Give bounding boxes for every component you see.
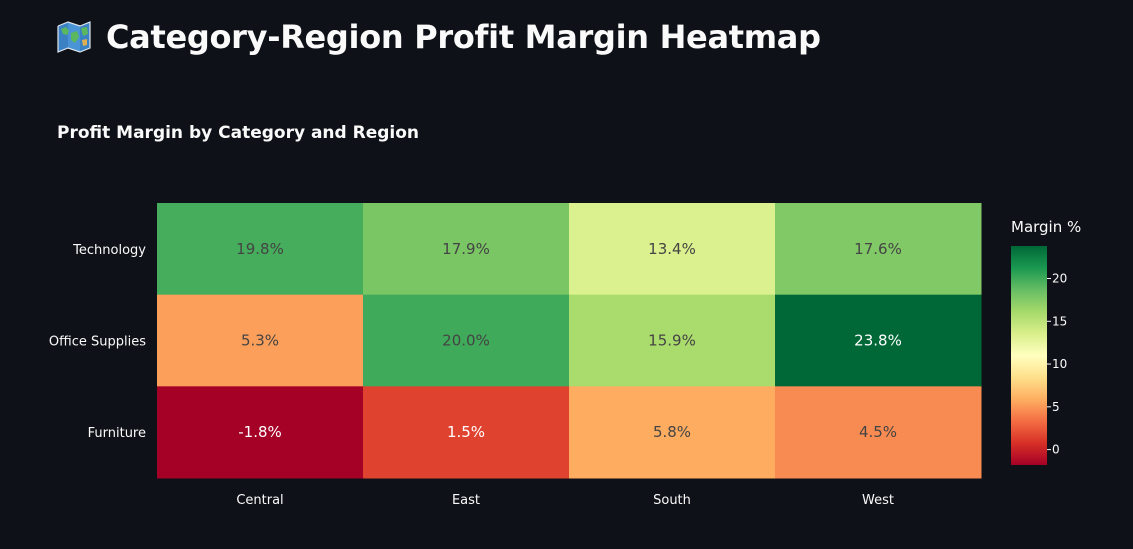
heatmap-cell[interactable] (157, 386, 364, 479)
colorbar-title: Margin % (1011, 218, 1081, 236)
colorbar-tick-label: 0 (1052, 443, 1060, 457)
heatmap-cell[interactable] (775, 386, 982, 479)
chart-title: Profit Margin by Category and Region (57, 123, 420, 143)
cell-label: 19.8% (236, 240, 284, 258)
y-axis-labels: Technology Office Supplies Furniture (49, 243, 146, 441)
x-tick-label: South (653, 493, 691, 508)
heatmap-cells: 19.8% 17.9% 13.4% 17.6% 5.3% 20.0% 15.9% 23.8% -… (157, 203, 982, 479)
cell-label: 15.9% (648, 332, 696, 350)
colorbar-gradient (1011, 246, 1047, 465)
cell-label: 5.8% (653, 423, 691, 441)
page-title: Category-Region Profit Margin Heatmap (106, 18, 821, 56)
y-tick-label: Office Supplies (49, 335, 146, 350)
x-axis-labels: Central East South West (236, 493, 894, 508)
colorbar-tick-label: 10 (1052, 357, 1067, 371)
heatmap-cell[interactable] (569, 203, 776, 296)
cell-label: 20.0% (442, 332, 490, 350)
heatmap-cell[interactable] (157, 294, 364, 387)
heatmap-cell[interactable] (775, 294, 982, 387)
cell-label: 4.5% (859, 423, 897, 441)
heatmap-cell[interactable] (363, 203, 570, 296)
cell-label: 17.6% (854, 240, 902, 258)
x-tick-label: East (452, 493, 480, 508)
cell-label: 1.5% (447, 423, 485, 441)
colorbar: Margin % 0 5 10 15 20 (1011, 218, 1081, 465)
heatmap-cell[interactable] (775, 203, 982, 296)
cell-label: 13.4% (648, 240, 696, 258)
y-tick-label: Technology (72, 243, 146, 258)
cell-label: 17.9% (442, 240, 490, 258)
x-tick-label: Central (236, 493, 283, 508)
x-tick-label: West (862, 493, 894, 508)
y-tick-label: Furniture (88, 426, 146, 441)
heatmap-cell[interactable] (363, 294, 570, 387)
colorbar-tick-label: 5 (1052, 400, 1060, 414)
heatmap-cell[interactable] (363, 386, 570, 479)
heatmap-cell[interactable] (569, 294, 776, 387)
cell-label: -1.8% (238, 423, 282, 441)
cell-label: 5.3% (241, 332, 279, 350)
world-map-icon (57, 21, 91, 53)
page-header: Category-Region Profit Margin Heatmap (56, 18, 821, 56)
colorbar-tick-label: 15 (1052, 314, 1067, 328)
heatmap-cell[interactable] (157, 203, 364, 296)
colorbar-tick-label: 20 (1052, 272, 1067, 286)
heatmap-cell[interactable] (569, 386, 776, 479)
cell-label: 23.8% (854, 332, 902, 350)
